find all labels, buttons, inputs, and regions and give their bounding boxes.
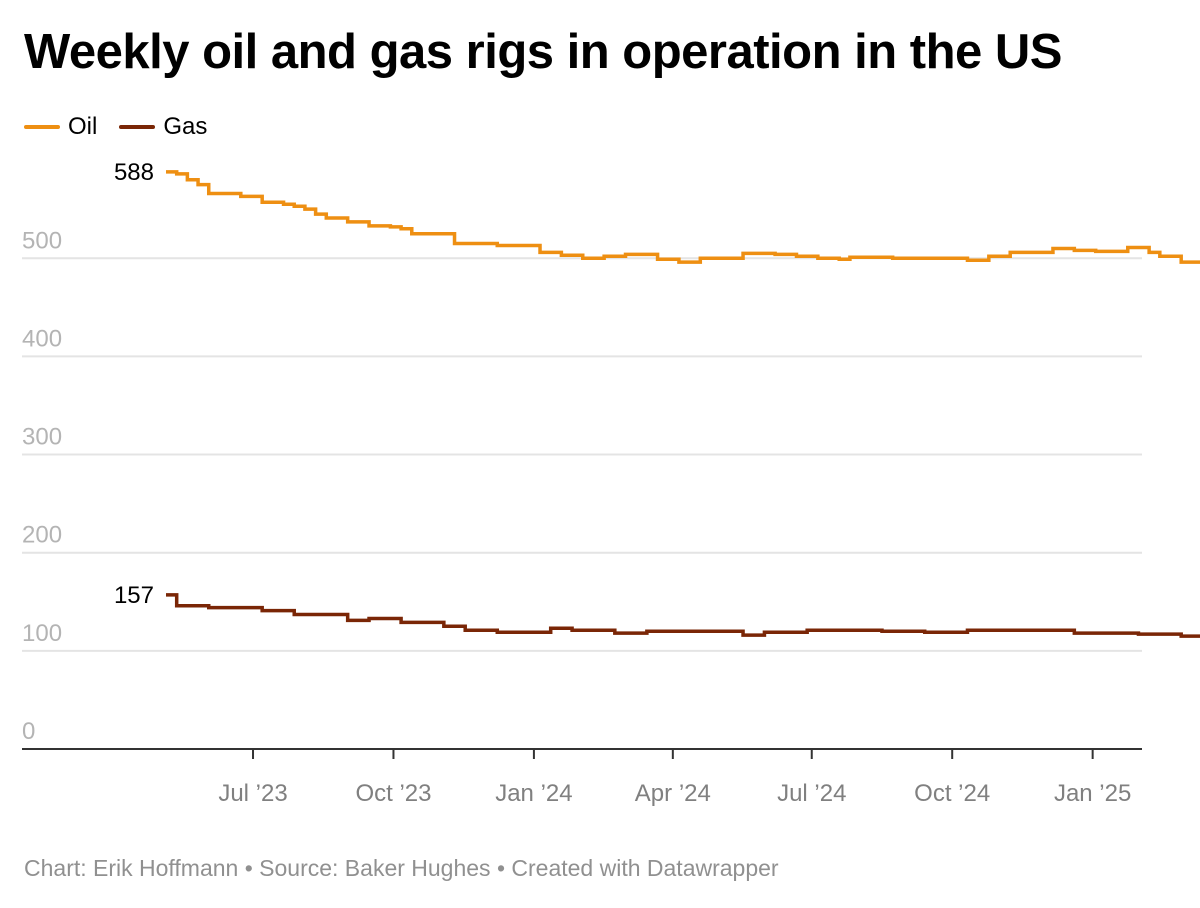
legend-item-oil: Oil <box>24 113 97 141</box>
y-tick-label-0: 0 <box>22 718 35 745</box>
x-tick-label-6: Jan ’25 <box>1054 780 1131 807</box>
legend-swatch-gas <box>119 125 156 129</box>
series-line-oil <box>166 170 1200 264</box>
y-tick-label-500: 500 <box>22 227 62 254</box>
x-tick-label-0: Jul ’23 <box>218 780 287 807</box>
legend-item-gas: Gas <box>119 113 207 141</box>
y-tick-label-100: 100 <box>22 620 62 647</box>
data-labels: 58847215799 <box>114 159 154 609</box>
chart-title: Weekly oil and gas rigs in operation in … <box>24 25 1062 79</box>
series-line-gas <box>166 593 1200 638</box>
start-label-oil: 588 <box>114 159 154 186</box>
x-tick-label-3: Apr ’24 <box>635 780 711 807</box>
x-tick-label-5: Oct ’24 <box>914 780 990 807</box>
legend-swatch-oil <box>24 125 60 129</box>
x-axis: Jul ’23 Oct ’23 Jan ’24 Apr ’24 Jul ’24 Oct ’… <box>22 748 1142 807</box>
gridlines <box>22 257 1142 652</box>
start-label-gas: 157 <box>114 582 154 609</box>
x-tick-label-2: Jan ’24 <box>495 780 572 807</box>
x-tick-label-1: Oct ’23 <box>355 780 431 807</box>
y-tick-label-200: 200 <box>22 522 62 549</box>
legend: Oil Gas <box>24 112 229 142</box>
x-tick-label-4: Jul ’24 <box>777 780 846 807</box>
y-axis-ticks: 0 100 200 300 400 500 <box>22 227 62 745</box>
footer-credits: Chart: Erik Hoffmann • Source: Baker Hug… <box>24 855 779 881</box>
series-lines <box>166 170 1200 638</box>
legend-label-gas: Gas <box>163 113 208 140</box>
y-tick-label-400: 400 <box>22 325 62 352</box>
legend-label-oil: Oil <box>68 113 98 140</box>
y-tick-label-300: 300 <box>22 424 62 451</box>
